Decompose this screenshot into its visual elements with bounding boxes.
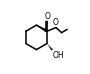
- Text: OH: OH: [52, 50, 64, 59]
- Text: O: O: [53, 18, 59, 26]
- Text: O: O: [45, 12, 50, 21]
- Polygon shape: [36, 25, 48, 32]
